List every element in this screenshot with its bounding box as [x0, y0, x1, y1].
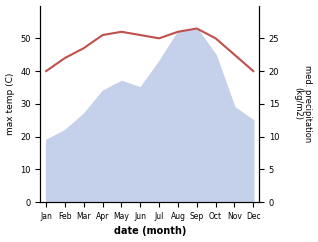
- X-axis label: date (month): date (month): [114, 227, 186, 236]
- Y-axis label: med. precipitation
(kg/m2): med. precipitation (kg/m2): [293, 65, 313, 143]
- Y-axis label: max temp (C): max temp (C): [5, 73, 15, 135]
